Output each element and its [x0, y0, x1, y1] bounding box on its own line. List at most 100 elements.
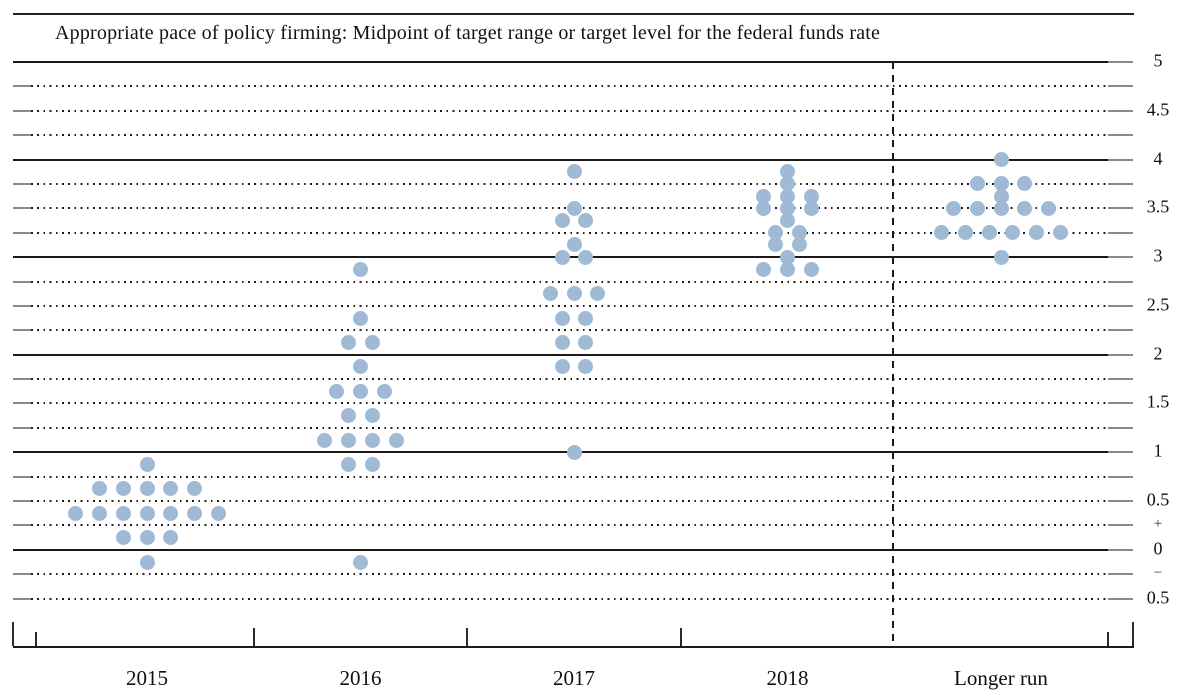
x-axis-label: 2018	[766, 666, 809, 690]
projection-dot	[554, 359, 570, 375]
projection-dot	[554, 310, 570, 326]
projection-dot	[353, 261, 368, 277]
x-axis-tick	[466, 628, 468, 646]
projection-dot	[341, 432, 357, 448]
chart-title: Appropriate pace of policy firming: Midp…	[55, 22, 881, 44]
projection-dot	[768, 237, 784, 253]
x-axis-tick	[12, 622, 14, 646]
projection-dot	[945, 200, 961, 216]
projection-dot	[388, 432, 404, 448]
projection-dot	[115, 481, 131, 497]
gridline-dotted	[31, 85, 1108, 87]
y-axis-label: 1	[1153, 440, 1163, 461]
x-axis-label: 2016	[339, 666, 382, 690]
x-axis-line	[13, 646, 1134, 648]
x-axis-tick	[252, 628, 255, 646]
y-axis-label: +	[1153, 516, 1163, 533]
gridline-solid	[13, 256, 1133, 258]
gridline-dotted	[31, 134, 1108, 136]
gridline-left-cap	[13, 305, 31, 307]
projection-dot	[542, 286, 558, 302]
gridline-solid	[13, 549, 1133, 551]
projection-dot	[780, 164, 795, 180]
projection-dot	[210, 505, 226, 521]
gridline-right-cap	[1108, 305, 1133, 307]
projection-dot	[1029, 225, 1045, 241]
projection-dot	[993, 200, 1009, 216]
gridline-right-cap	[1108, 354, 1133, 356]
y-axis-label: 1.5	[1146, 392, 1170, 413]
projection-dot	[554, 249, 570, 265]
projection-dot	[578, 213, 594, 228]
top-border-rule	[13, 13, 1134, 15]
gridline-dotted	[31, 598, 1108, 600]
projection-dot	[554, 335, 570, 350]
projection-dot	[1005, 225, 1021, 241]
gridline-left-cap	[13, 598, 31, 600]
projection-dot	[139, 530, 155, 546]
gridline-right-cap	[1108, 524, 1133, 526]
gridline-right-cap	[1108, 110, 1133, 112]
projection-dot	[187, 505, 203, 521]
gridline-right-cap	[1108, 598, 1133, 600]
x-axis-tick	[1107, 632, 1109, 646]
projection-dot	[163, 481, 179, 497]
gridline-left-cap	[13, 183, 31, 185]
gridline-left-cap	[13, 281, 31, 283]
gridline-dotted	[31, 402, 1108, 404]
projection-dot	[115, 505, 131, 521]
projection-dot	[566, 200, 582, 216]
gridline-right-cap	[1108, 378, 1133, 380]
projection-dot	[993, 176, 1009, 192]
projection-dot	[578, 335, 594, 350]
projection-dot	[187, 481, 203, 497]
gridline-left-cap	[13, 402, 31, 404]
projection-dot	[91, 505, 107, 521]
y-axis-label: 3	[1153, 245, 1163, 266]
projection-dot	[139, 481, 155, 497]
projection-dot	[163, 505, 179, 521]
x-axis-label: Longer run	[954, 666, 1048, 690]
projection-dot	[969, 176, 985, 192]
projection-dot	[1017, 200, 1033, 216]
projection-dot	[590, 286, 606, 302]
gridline-solid	[13, 61, 1133, 63]
projection-dot	[353, 310, 368, 326]
projection-dot	[317, 432, 333, 448]
y-axis-label: 2	[1153, 343, 1163, 364]
projection-dot	[780, 213, 795, 228]
gridline-left-cap	[13, 476, 31, 478]
projection-dot	[1017, 176, 1033, 192]
gridline-solid	[13, 354, 1133, 356]
projection-dot	[993, 188, 1009, 204]
projection-dot	[1053, 225, 1068, 241]
projection-dot	[957, 225, 973, 241]
y-axis-label: 4	[1153, 148, 1163, 169]
projection-dot	[803, 200, 819, 216]
gridline-right-cap	[1108, 549, 1133, 551]
gridline-dotted	[31, 573, 1108, 575]
projection-dot	[566, 237, 582, 253]
gridline-dotted	[31, 524, 1108, 526]
y-axis-label: 0.5	[1146, 489, 1170, 510]
gridline-dotted	[31, 500, 1108, 502]
projection-dot	[780, 249, 795, 265]
gridline-right-cap	[1108, 500, 1133, 502]
projection-dot	[566, 164, 582, 180]
gridline-right-cap	[1108, 281, 1133, 283]
gridline-dotted	[31, 329, 1108, 331]
projection-dot	[578, 359, 594, 375]
projection-dot	[364, 335, 380, 350]
projection-dot	[578, 249, 594, 265]
y-axis-label: −	[1153, 565, 1163, 582]
y-axis-label: 3.5	[1146, 196, 1170, 217]
projection-dot	[376, 383, 392, 399]
gridline-dotted	[31, 476, 1108, 478]
gridline-dotted	[31, 183, 1108, 185]
x-axis-label: 2015	[126, 666, 168, 690]
gridline-solid	[13, 159, 1133, 161]
gridline-right-cap	[1108, 134, 1133, 136]
longer-run-separator	[892, 62, 894, 646]
gridline-dotted	[31, 427, 1108, 429]
